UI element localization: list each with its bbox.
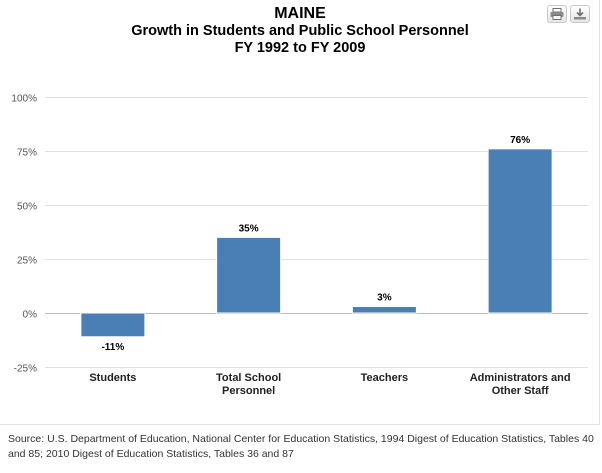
x-tick-label: Total School <box>216 372 281 384</box>
y-axis-tick-labels: 100% 75% 50% 25% 0% -25% <box>11 94 37 375</box>
chart-title-block: MAINE Growth in Students and Public Scho… <box>0 4 600 57</box>
chart-frame <box>0 0 600 425</box>
data-label: 76% <box>510 135 530 146</box>
bars <box>80 148 553 338</box>
data-label: -11% <box>101 342 124 353</box>
chart-toolbar <box>547 5 590 23</box>
bar-chart: 100% 75% 50% 25% 0% -25% -11% 35% 3% 76% Student… <box>11 94 588 397</box>
source-note: Source: U.S. Department of Education, Na… <box>8 433 594 460</box>
y-tick-label: -25% <box>14 364 37 375</box>
chart-title: MAINE <box>274 5 326 22</box>
download-button[interactable] <box>570 5 590 23</box>
y-tick-label: 0% <box>23 310 38 321</box>
y-tick-label: 25% <box>17 256 37 267</box>
data-label: 3% <box>377 293 392 304</box>
x-tick-label: Students <box>89 372 136 384</box>
y-tick-label: 100% <box>11 94 37 105</box>
x-tick-label: Teachers <box>361 372 409 384</box>
bar[interactable] <box>216 236 282 314</box>
data-label: 35% <box>239 223 259 234</box>
x-tick-label: Personnel <box>222 385 275 397</box>
bar[interactable] <box>80 312 146 338</box>
print-icon <box>550 8 564 20</box>
download-icon <box>574 8 586 20</box>
data-labels: -11% 35% 3% 76% <box>101 135 530 353</box>
x-tick-label: Other Staff <box>492 385 549 397</box>
print-button[interactable] <box>547 5 567 23</box>
y-tick-label: 75% <box>17 148 37 159</box>
bar[interactable] <box>351 306 417 314</box>
chart-subtitle-line2: FY 1992 to FY 2009 <box>234 40 366 56</box>
y-tick-label: 50% <box>17 202 37 213</box>
x-tick-label: Administrators and <box>470 372 571 384</box>
bar[interactable] <box>487 148 553 314</box>
chart-subtitle-line1: Growth in Students and Public School Per… <box>131 23 469 39</box>
